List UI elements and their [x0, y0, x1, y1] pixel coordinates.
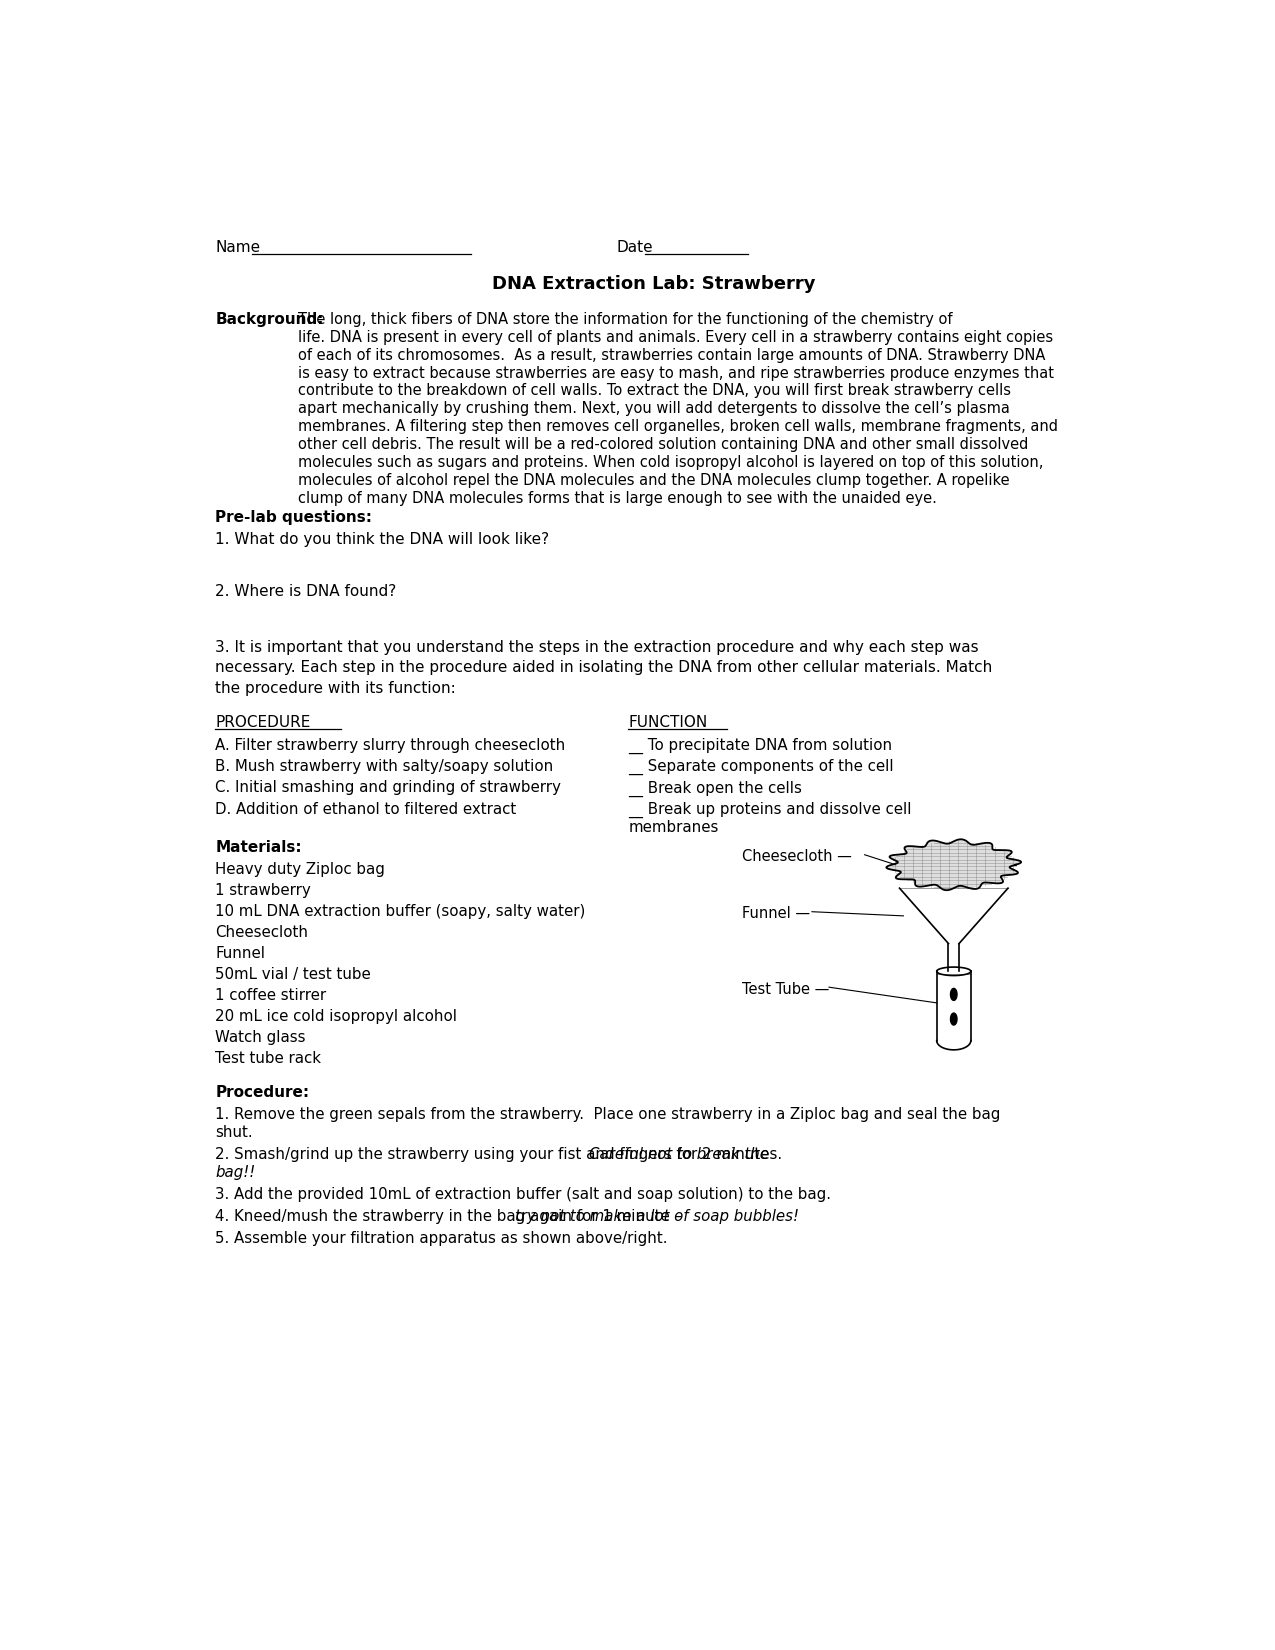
Text: Pre-lab questions:: Pre-lab questions: — [215, 510, 372, 525]
Text: membranes: membranes — [629, 820, 719, 835]
Text: apart mechanically by crushing them. Next, you will add detergents to dissolve t: apart mechanically by crushing them. Nex… — [298, 401, 1010, 416]
Text: Cheesecloth —: Cheesecloth — — [742, 850, 852, 865]
Text: Cheesecloth: Cheesecloth — [215, 926, 309, 940]
Polygon shape — [950, 1013, 958, 1025]
Text: bag!!: bag!! — [215, 1165, 255, 1180]
Text: __ Break up proteins and dissolve cell: __ Break up proteins and dissolve cell — [629, 802, 912, 818]
Text: C. Initial smashing and grinding of strawberry: C. Initial smashing and grinding of stra… — [215, 780, 561, 795]
Text: 1 coffee stirrer: 1 coffee stirrer — [215, 988, 326, 1003]
Text: 10 mL DNA extraction buffer (soapy, salty water): 10 mL DNA extraction buffer (soapy, salt… — [215, 904, 585, 919]
Text: __ To precipitate DNA from solution: __ To precipitate DNA from solution — [629, 738, 892, 754]
Text: Funnel —: Funnel — — [742, 906, 811, 921]
Text: Watch glass: Watch glass — [215, 1030, 306, 1044]
Polygon shape — [899, 888, 1009, 944]
Text: Careful not to break the: Careful not to break the — [589, 1147, 769, 1162]
Text: 2. Where is DNA found?: 2. Where is DNA found? — [215, 584, 397, 599]
Text: __ Separate components of the cell: __ Separate components of the cell — [629, 759, 894, 775]
Polygon shape — [950, 988, 958, 1000]
Text: B. Mush strawberry with salty/soapy solution: B. Mush strawberry with salty/soapy solu… — [215, 759, 553, 774]
Text: of each of its chromosomes.  As a result, strawberries contain large amounts of : of each of its chromosomes. As a result,… — [298, 348, 1046, 363]
Text: DNA Extraction Lab: Strawberry: DNA Extraction Lab: Strawberry — [492, 276, 815, 294]
Text: Date: Date — [617, 241, 653, 256]
Text: 1. Remove the green sepals from the strawberry.  Place one strawberry in a Ziplo: 1. Remove the green sepals from the stra… — [215, 1107, 1001, 1122]
Text: 2. Smash/grind up the strawberry using your fist and fingers for 2 minutes.: 2. Smash/grind up the strawberry using y… — [215, 1147, 787, 1162]
Text: 1 strawberry: 1 strawberry — [215, 883, 311, 898]
Text: membranes. A filtering step then removes cell organelles, broken cell walls, mem: membranes. A filtering step then removes… — [298, 419, 1058, 434]
Text: 1. What do you think the DNA will look like?: 1. What do you think the DNA will look l… — [215, 531, 550, 546]
Text: 20 mL ice cold isopropyl alcohol: 20 mL ice cold isopropyl alcohol — [215, 1008, 458, 1023]
Text: Procedure:: Procedure: — [215, 1086, 310, 1101]
Polygon shape — [886, 840, 1021, 891]
Text: Name: Name — [215, 241, 260, 256]
Text: necessary. Each step in the procedure aided in isolating the DNA from other cell: necessary. Each step in the procedure ai… — [215, 660, 992, 675]
Text: 3. Add the provided 10mL of extraction buffer (salt and soap solution) to the ba: 3. Add the provided 10mL of extraction b… — [215, 1188, 831, 1203]
Text: 5. Assemble your filtration apparatus as shown above/right.: 5. Assemble your filtration apparatus as… — [215, 1231, 668, 1246]
Text: is easy to extract because strawberries are easy to mash, and ripe strawberries : is easy to extract because strawberries … — [298, 366, 1054, 381]
Text: 4. Kneed/mush the strawberry in the bag again for 1 minute –: 4. Kneed/mush the strawberry in the bag … — [215, 1209, 687, 1224]
Text: Background:: Background: — [215, 312, 324, 327]
Text: clump of many DNA molecules forms that is large enough to see with the unaided e: clump of many DNA molecules forms that i… — [298, 490, 937, 505]
Text: Funnel: Funnel — [215, 945, 265, 960]
Text: 3. It is important that you understand the steps in the extraction procedure and: 3. It is important that you understand t… — [215, 640, 979, 655]
Text: other cell debris. The result will be a red-colored solution containing DNA and : other cell debris. The result will be a … — [298, 437, 1029, 452]
Text: Materials:: Materials: — [215, 840, 302, 855]
Text: Test tube rack: Test tube rack — [215, 1051, 321, 1066]
Text: contribute to the breakdown of cell walls. To extract the DNA, you will first br: contribute to the breakdown of cell wall… — [298, 383, 1011, 398]
Text: life. DNA is present in every cell of plants and animals. Every cell in a strawb: life. DNA is present in every cell of pl… — [298, 330, 1053, 345]
Text: Heavy duty Ziploc bag: Heavy duty Ziploc bag — [215, 861, 385, 878]
Text: try not to make a lot of soap bubbles!: try not to make a lot of soap bubbles! — [515, 1209, 799, 1224]
Text: FUNCTION: FUNCTION — [629, 714, 708, 729]
Text: D. Addition of ethanol to filtered extract: D. Addition of ethanol to filtered extra… — [215, 802, 516, 817]
Text: __ Break open the cells: __ Break open the cells — [629, 780, 802, 797]
Text: PROCEDURE: PROCEDURE — [215, 714, 311, 729]
Text: shut.: shut. — [215, 1125, 252, 1140]
Text: The long, thick fibers of DNA store the information for the functioning of the c: The long, thick fibers of DNA store the … — [298, 312, 952, 327]
Text: molecules of alcohol repel the DNA molecules and the DNA molecules clump togethe: molecules of alcohol repel the DNA molec… — [298, 474, 1010, 488]
Text: 50mL vial / test tube: 50mL vial / test tube — [215, 967, 371, 982]
Text: Test Tube —: Test Tube — — [742, 982, 830, 997]
Text: the procedure with its function:: the procedure with its function: — [215, 680, 456, 696]
Text: molecules such as sugars and proteins. When cold isopropyl alcohol is layered on: molecules such as sugars and proteins. W… — [298, 455, 1043, 470]
Text: A. Filter strawberry slurry through cheesecloth: A. Filter strawberry slurry through chee… — [215, 738, 565, 752]
